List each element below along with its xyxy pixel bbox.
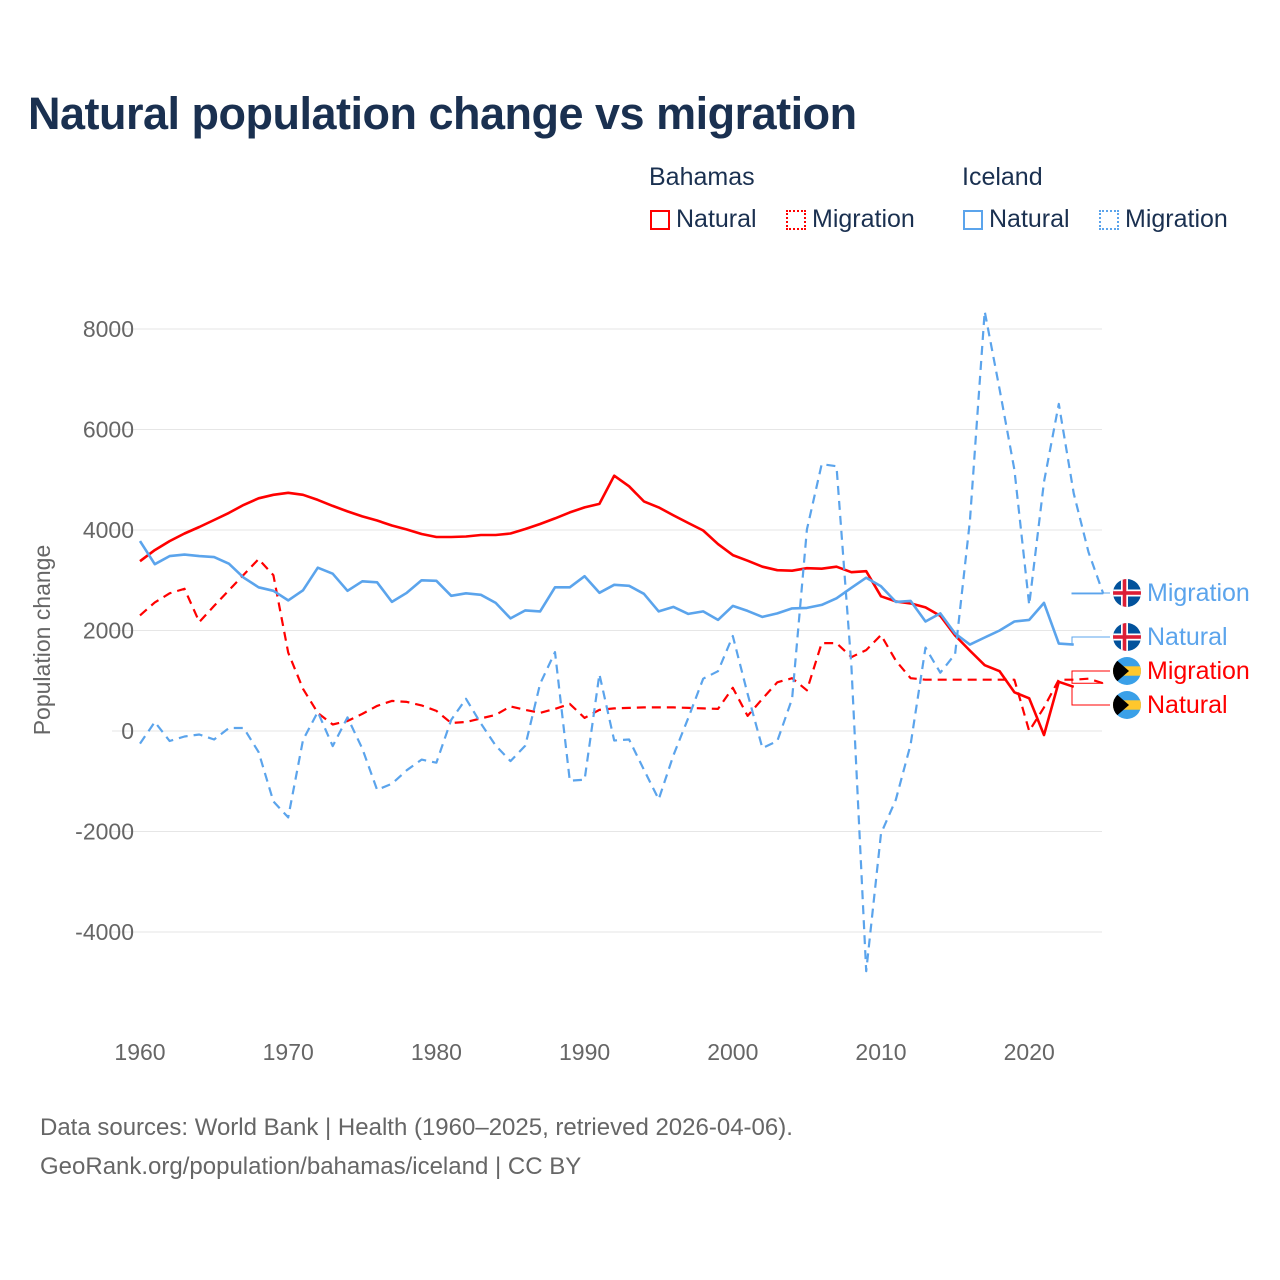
y-axis-label: Population change xyxy=(29,545,55,736)
x-tick-label: 2010 xyxy=(855,1039,906,1065)
y-tick-label: -4000 xyxy=(75,919,134,945)
legend-label: Natural xyxy=(989,205,1070,233)
legend-group-iceland: Iceland xyxy=(962,163,1043,191)
series-line-iceland-migration[interactable] xyxy=(139,310,1105,973)
dotted-swatch-icon xyxy=(786,209,806,230)
bahamas-flag-icon xyxy=(1113,691,1141,719)
x-tick-label: 1970 xyxy=(263,1039,314,1065)
legend-label: Migration xyxy=(1125,205,1228,233)
series-line-iceland-natural[interactable] xyxy=(138,540,1074,646)
y-tick-label: 2000 xyxy=(83,618,134,644)
legend-bahamas-migration[interactable]: Migration xyxy=(786,205,915,234)
data-source-text: Data sources: World Bank | Health (1960–… xyxy=(40,1114,793,1141)
label-connector xyxy=(1071,670,1110,684)
label-connector xyxy=(1071,636,1110,646)
legend-label: Natural xyxy=(676,205,757,233)
legend-bahamas-natural[interactable]: Natural xyxy=(650,205,757,234)
x-tick-label: 1990 xyxy=(559,1039,610,1065)
iceland-flag-icon xyxy=(1113,623,1141,651)
x-tick-label: 1980 xyxy=(411,1039,462,1065)
label-connector xyxy=(1071,592,1110,595)
x-tick-label: 2000 xyxy=(707,1039,758,1065)
end-label: Natural xyxy=(1147,623,1228,651)
y-tick-label: 8000 xyxy=(83,316,134,342)
legend-group-bahamas: Bahamas xyxy=(649,163,755,191)
end-label: Migration xyxy=(1147,657,1250,685)
y-tick-label: -2000 xyxy=(75,819,134,845)
solid-swatch-icon xyxy=(963,209,983,230)
solid-swatch-icon xyxy=(650,209,670,230)
end-label: Natural xyxy=(1147,691,1228,719)
label-connector xyxy=(1071,686,1110,706)
legend-label: Migration xyxy=(812,205,915,233)
dotted-swatch-icon xyxy=(1099,209,1119,230)
chart-title: Natural population change vs migration xyxy=(28,88,857,139)
series-line-bahamas-natural[interactable] xyxy=(139,474,1075,737)
footer: Data sources: World Bank | Health (1960–… xyxy=(40,1108,793,1186)
source-link[interactable]: GeoRank.org/population/bahamas/iceland |… xyxy=(40,1153,582,1180)
series-line-bahamas-migration[interactable] xyxy=(139,557,1104,733)
legend-iceland-migration[interactable]: Migration xyxy=(1099,205,1228,234)
y-tick-label: 4000 xyxy=(83,517,134,543)
legend-iceland-natural[interactable]: Natural xyxy=(963,205,1070,234)
bahamas-flag-icon xyxy=(1113,657,1141,685)
y-tick-label: 6000 xyxy=(83,417,134,443)
y-tick-label: 0 xyxy=(121,718,134,744)
end-label: Migration xyxy=(1147,579,1250,607)
x-tick-label: 1960 xyxy=(114,1039,165,1065)
iceland-flag-icon xyxy=(1113,579,1141,607)
x-tick-label: 2020 xyxy=(1004,1039,1055,1065)
